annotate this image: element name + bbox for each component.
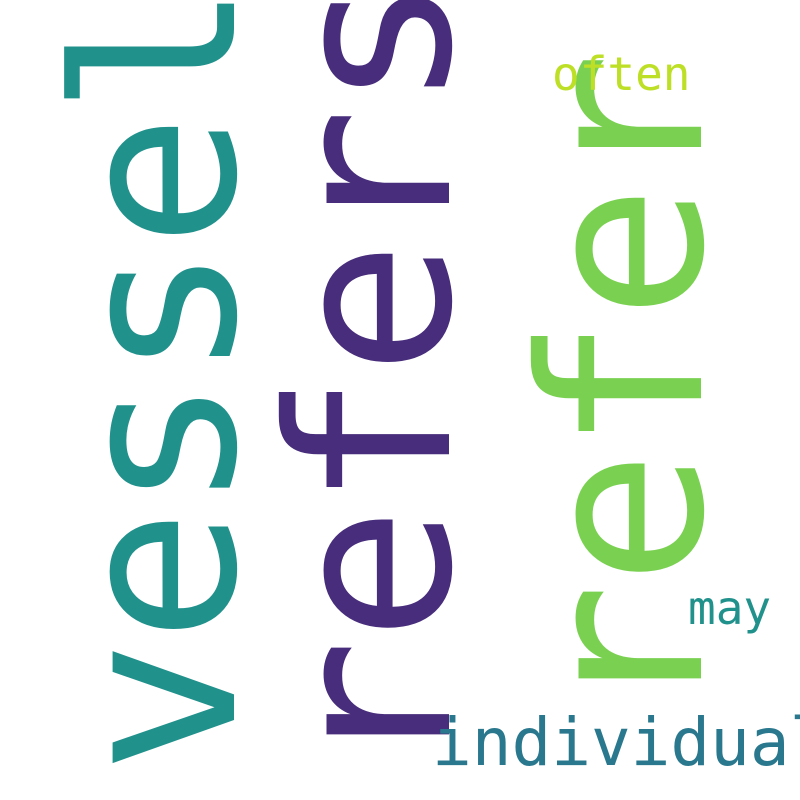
word-refers: refers <box>241 0 502 774</box>
word-vessel: vessel <box>29 0 287 774</box>
word-individual: individual <box>432 704 800 781</box>
word-often: often <box>552 47 691 101</box>
word-may: may <box>688 581 772 635</box>
